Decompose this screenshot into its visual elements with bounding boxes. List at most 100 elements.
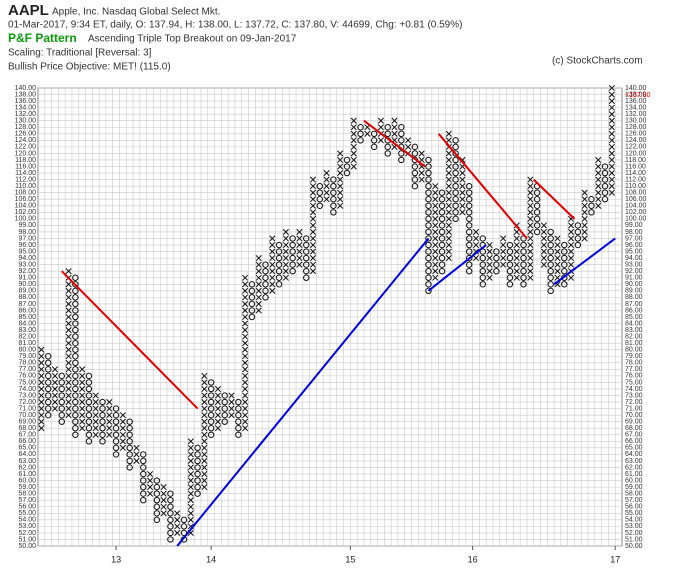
o-column: [112, 405, 120, 458]
o-box: [561, 261, 568, 268]
x-stroke: [65, 287, 72, 294]
y-tick-label: 112.00: [15, 176, 36, 183]
y-tick-label-right: 67.00: [625, 432, 643, 439]
x-box: [242, 300, 249, 307]
x-box: [309, 268, 317, 275]
x-tick-label: 16: [468, 554, 478, 564]
x-box: [242, 320, 249, 327]
o-box: [167, 503, 174, 510]
x-box: [106, 399, 113, 406]
x-stroke: [527, 235, 534, 242]
x-box: [513, 255, 520, 262]
o-box: [167, 510, 174, 517]
o-column: [411, 143, 419, 190]
y-tick-label-right: 58.00: [625, 491, 643, 498]
x-stroke: [445, 222, 452, 229]
o-box: [44, 379, 52, 386]
x-box: [187, 470, 194, 478]
o-column: [343, 156, 351, 177]
x-stroke: [554, 281, 561, 288]
x-stroke: [432, 274, 439, 281]
o-box: [384, 143, 391, 151]
x-stroke: [432, 255, 439, 262]
x-stroke: [201, 470, 208, 478]
y-tick-label-right: 102.00: [625, 209, 647, 216]
y-tick-label: 73.00: [18, 392, 36, 399]
o-box: [425, 274, 432, 281]
y-tick-label-right: 56.00: [625, 504, 643, 511]
o-box: [466, 254, 473, 262]
o-column: [99, 398, 106, 445]
o-box: [438, 209, 446, 216]
x-box: [269, 241, 276, 249]
x-box: [432, 209, 439, 216]
o-column: [506, 241, 514, 288]
o-box: [520, 254, 527, 262]
o-box: [72, 353, 79, 360]
x-box: [432, 215, 439, 222]
o-box: [167, 523, 174, 530]
x-stroke: [242, 359, 249, 366]
x-box: [214, 399, 222, 406]
x-stroke: [51, 379, 59, 386]
x-column: [214, 385, 222, 432]
x-stroke: [595, 170, 602, 177]
o-box: [533, 228, 541, 236]
o-box: [44, 385, 52, 393]
x-box: [350, 137, 357, 144]
x-stroke: [242, 405, 249, 412]
x-box: [568, 274, 575, 281]
x-stroke: [201, 425, 208, 432]
x-stroke: [568, 241, 575, 249]
o-box: [466, 196, 473, 203]
o-box: [72, 379, 79, 386]
x-stroke: [133, 457, 140, 464]
x-stroke: [513, 261, 520, 268]
o-box: [533, 202, 541, 209]
x-box: [309, 183, 317, 190]
o-column: [140, 451, 147, 504]
o-box: [438, 261, 446, 268]
x-box: [160, 490, 167, 497]
x-box: [527, 235, 534, 242]
x-stroke: [418, 176, 425, 183]
x-box: [323, 183, 330, 190]
x-box: [282, 255, 289, 262]
x-box: [405, 143, 412, 150]
x-box: [242, 307, 249, 314]
o-box: [72, 405, 79, 412]
o-box: [289, 241, 296, 249]
o-box: [207, 431, 215, 438]
x-stroke: [608, 150, 615, 157]
x-stroke: [500, 235, 507, 242]
o-box: [330, 182, 337, 190]
o-box: [452, 169, 459, 177]
o-box: [153, 483, 161, 491]
x-stroke: [242, 313, 249, 321]
y-tick-label-right: 94.00: [625, 255, 643, 262]
x-box: [540, 241, 547, 249]
o-box: [384, 130, 391, 138]
o-box: [44, 405, 52, 412]
x-column: [337, 150, 344, 209]
x-box: [214, 412, 222, 419]
x-stroke: [608, 163, 615, 170]
x-stroke: [242, 300, 249, 307]
x-stroke: [432, 241, 439, 249]
x-stroke: [568, 261, 575, 268]
x-box: [187, 457, 194, 464]
o-box: [303, 274, 310, 281]
y-tick-label-right: 120.00: [625, 150, 647, 157]
o-box: [235, 431, 242, 438]
x-box: [133, 457, 140, 464]
x-stroke: [445, 176, 452, 183]
x-stroke: [106, 405, 113, 412]
o-box: [479, 274, 486, 281]
x-box: [65, 392, 72, 399]
x-box: [472, 235, 480, 242]
x-stroke: [568, 248, 575, 255]
o-box: [126, 444, 133, 452]
x-box: [432, 202, 439, 209]
x-box: [472, 241, 480, 249]
o-box: [99, 405, 106, 412]
